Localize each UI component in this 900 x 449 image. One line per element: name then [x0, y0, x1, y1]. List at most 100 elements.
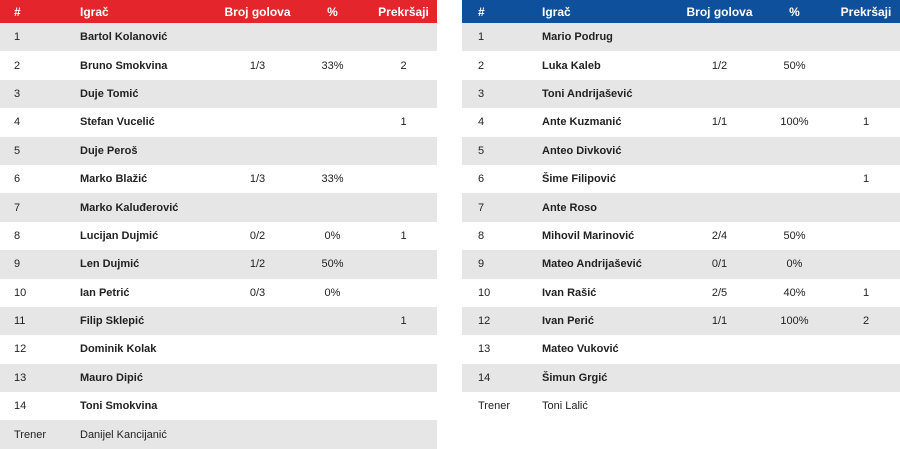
header-number: # — [478, 4, 485, 19]
home-table-header: # Igrač Broj golova % Prekršaji — [0, 0, 437, 23]
player-name: Bruno Smokvina — [80, 59, 168, 72]
player-fouls: 1 — [862, 286, 870, 299]
player-name: Mario Podrug — [542, 31, 613, 44]
header-fouls: Prekršaji — [840, 4, 892, 19]
player-number: 4 — [478, 116, 485, 129]
player-name: Šime Filipović — [542, 173, 616, 186]
player-goals: 0/1 — [711, 258, 728, 271]
coach-label: Trener — [478, 400, 510, 413]
player-name: Stefan Vucelić — [80, 116, 155, 129]
player-name: Ante Roso — [542, 201, 597, 214]
player-name: Duje Peroš — [80, 144, 138, 157]
player-percent: 100% — [780, 315, 809, 328]
player-number: 5 — [478, 144, 485, 157]
player-percent: 50% — [321, 258, 344, 271]
table-row: 3 Duje Tomić — [0, 79, 437, 109]
away-player-rows: 1 Mario Podrug 2 Luka Kaleb 1/2 50% 3 Toni Andr… — [462, 23, 900, 421]
table-row: 13 Mateo Vuković — [462, 335, 900, 364]
player-number: 6 — [14, 173, 21, 186]
player-goals: 1/3 — [249, 173, 266, 186]
table-row: 8 Mihovil Marinović 2/4 50% — [462, 221, 900, 251]
player-fouls: 2 — [400, 59, 407, 72]
player-number: 3 — [14, 87, 21, 100]
player-number: 9 — [14, 258, 21, 271]
player-name: Mihovil Marinović — [542, 229, 635, 242]
player-fouls: 1 — [862, 173, 870, 186]
player-percent: 33% — [321, 59, 344, 72]
player-fouls: 1 — [862, 116, 870, 129]
player-name: Toni Smokvina — [80, 400, 158, 413]
coach-name: Toni Lalić — [542, 400, 588, 413]
player-number: 13 — [14, 371, 27, 384]
home-player-rows: 1 Bartol Kolanović 2 Bruno Smokvina 1/3 33% 2 3… — [0, 23, 437, 449]
table-row: 7 Ante Roso — [462, 193, 900, 222]
table-row: 12 Dominik Kolak — [0, 335, 437, 364]
player-percent: 33% — [321, 173, 344, 186]
player-name: Marko Blažić — [80, 173, 148, 186]
table-row: 8 Lucijan Dujmić 0/2 0% 1 — [0, 221, 437, 251]
player-number: 10 — [478, 286, 491, 299]
player-name: Mateo Vuković — [542, 343, 619, 356]
player-number: 2 — [14, 59, 21, 72]
away-team-table: # Igrač Broj golova % Prekršaji 1 Mario P… — [462, 0, 900, 421]
player-goals: 1/2 — [711, 59, 728, 72]
player-fouls: 2 — [862, 315, 870, 328]
player-percent: 50% — [783, 229, 806, 242]
player-percent: 0% — [786, 258, 803, 271]
header-percent: % — [789, 4, 800, 19]
player-fouls: 1 — [400, 315, 407, 328]
player-number: 14 — [14, 400, 27, 413]
table-row: 1 Mario Podrug — [462, 23, 900, 52]
table-row: 12 Ivan Perić 1/1 100% 2 — [462, 306, 900, 336]
table-row: 2 Bruno Smokvina 1/3 33% 2 — [0, 51, 437, 80]
table-row: 3 Toni Andrijašević — [462, 79, 900, 109]
player-name: Lucijan Dujmić — [80, 229, 159, 242]
table-row: 11 Filip Sklepić 1 — [0, 306, 437, 336]
player-name: Ian Petrić — [80, 286, 130, 299]
table-row: 9 Len Dujmić 1/2 50% — [0, 250, 437, 279]
player-number: 7 — [478, 201, 485, 214]
player-number: 13 — [478, 343, 491, 356]
player-name: Bartol Kolanović — [80, 31, 168, 44]
player-name: Mauro Dipić — [80, 371, 143, 384]
player-number: 9 — [478, 258, 485, 271]
player-fouls: 1 — [400, 116, 407, 129]
table-row: 4 Ante Kuzmanić 1/1 100% 1 — [462, 108, 900, 137]
player-name: Šimun Grgić — [542, 371, 608, 384]
player-number: 12 — [14, 343, 27, 356]
header-goals: Broj golova — [686, 4, 753, 19]
player-number: 1 — [14, 31, 21, 44]
player-name: Marko Kaluđerović — [80, 201, 179, 214]
coach-row: Trener Danijel Kancijanić — [0, 420, 437, 449]
coach-name: Danijel Kancijanić — [80, 428, 167, 441]
player-goals: 2/5 — [711, 286, 728, 299]
coach-row: Trener Toni Lalić — [462, 392, 900, 421]
player-name: Mateo Andrijašević — [542, 258, 642, 271]
table-row: 10 Ivan Rašić 2/5 40% 1 — [462, 278, 900, 307]
table-row: 14 Šimun Grgić — [462, 363, 900, 393]
player-name: Len Dujmić — [80, 258, 140, 271]
header-goals: Broj golova — [224, 4, 291, 19]
player-percent: 0% — [324, 229, 341, 242]
player-goals: 0/3 — [249, 286, 266, 299]
header-player: Igrač — [542, 4, 571, 19]
player-name: Luka Kaleb — [542, 59, 601, 72]
player-number: 10 — [14, 286, 27, 299]
player-goals: 0/2 — [249, 229, 266, 242]
table-row: 13 Mauro Dipić — [0, 363, 437, 393]
player-number: 6 — [478, 173, 485, 186]
player-number: 5 — [14, 144, 21, 157]
player-number: 14 — [478, 371, 491, 384]
player-percent: 0% — [324, 286, 341, 299]
player-percent: 100% — [780, 116, 809, 129]
player-name: Anteo Divković — [542, 144, 622, 157]
header-fouls: Prekršaji — [378, 4, 429, 19]
player-number: 11 — [14, 315, 26, 328]
player-percent: 50% — [783, 59, 806, 72]
table-row: 5 Duje Peroš — [0, 136, 437, 165]
player-name: Ivan Perić — [542, 315, 594, 328]
player-number: 1 — [478, 31, 485, 44]
table-row: 7 Marko Kaluđerović — [0, 193, 437, 222]
header-number: # — [14, 4, 21, 19]
coach-label: Trener — [14, 428, 46, 441]
